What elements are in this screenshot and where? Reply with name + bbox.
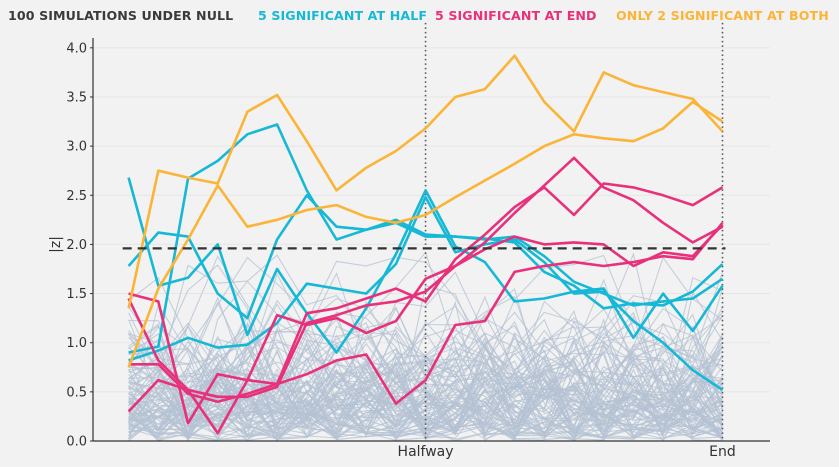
y-tick-labels: 0.0 0.5 1.0 1.5 2.0 2.5 3.0 3.5 4.0	[66, 41, 93, 450]
legend-end: 5 SIGNIFICANT AT END	[435, 8, 597, 23]
series-half-2	[127, 194, 724, 320]
null-series-73	[128, 344, 723, 437]
series-half-1	[128, 123, 724, 354]
null-series-85	[128, 337, 723, 437]
y-tick-label-4: 2.0	[66, 238, 87, 253]
x-tick-label-0: Halfway	[398, 444, 454, 460]
null-series-76	[128, 309, 723, 441]
y-tick-label-6: 3.0	[66, 140, 87, 155]
x-tick-label-1: End	[709, 444, 736, 460]
series-end-6	[128, 223, 724, 425]
legend-half: 5 SIGNIFICANT AT HALF	[258, 8, 428, 23]
legend-null: 100 SIMULATIONS UNDER NULL	[8, 8, 234, 23]
null-series-88	[128, 296, 723, 438]
legend-both: ONLY 2 SIGNIFICANT AT BOTH	[616, 8, 829, 23]
null-series-49	[128, 318, 723, 434]
series-half-0	[127, 177, 724, 354]
series-end-7	[128, 221, 724, 405]
null-series-91	[128, 254, 723, 440]
y-tick-label-3: 1.5	[66, 287, 87, 302]
null-series-62	[128, 303, 723, 438]
y-tick-label-2: 1.0	[66, 336, 87, 351]
null-series-47	[128, 285, 723, 430]
null-series-95	[128, 256, 723, 441]
null-series-90	[128, 355, 723, 440]
null-series-89	[128, 351, 723, 436]
y-tick-label-8: 4.0	[66, 41, 87, 56]
null-series-82	[128, 325, 723, 441]
series-half-3	[128, 195, 724, 391]
y-axis-label: |z|	[48, 236, 64, 253]
y-tick-label-1: 0.5	[66, 385, 87, 400]
y-tick-label-5: 2.5	[66, 189, 87, 204]
null-series-64	[128, 306, 723, 421]
series-end-5	[127, 182, 724, 435]
axes	[92, 38, 770, 442]
null-series-80	[128, 332, 723, 441]
series-both-9	[127, 100, 724, 368]
null-series-96	[128, 361, 723, 441]
series-end-4	[127, 156, 724, 399]
null-series-98	[128, 326, 723, 434]
legend: 100 SIMULATIONS UNDER NULL 5 SIGNIFICANT…	[0, 0, 839, 30]
y-tick-label-7: 3.5	[66, 90, 87, 105]
x-tick-labels: Halfway End	[398, 444, 736, 460]
null-series-65	[128, 314, 723, 438]
series-both-8	[127, 54, 724, 309]
null-series-25	[128, 271, 724, 438]
y-tick-label-0: 0.0	[66, 435, 87, 450]
highlighted-simulations	[127, 54, 724, 435]
